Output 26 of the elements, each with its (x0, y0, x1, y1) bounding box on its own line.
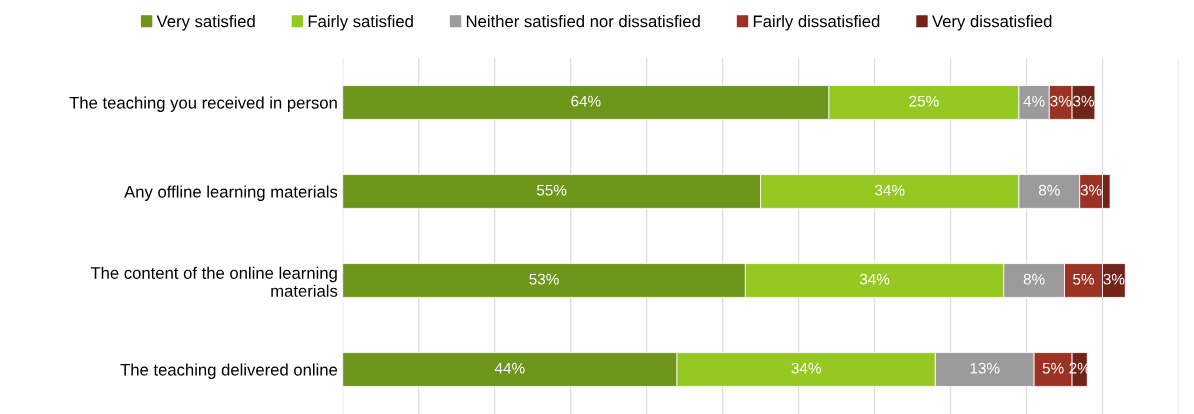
y-tick-label: The teaching delivered online (120, 363, 338, 379)
data-label: 64% (571, 95, 601, 107)
data-label: 44% (494, 362, 525, 374)
legend-label: Fairly dissatisfied (753, 15, 880, 31)
y-tick-label: The content of the online learning materials (90, 266, 338, 297)
data-label: 4% (1023, 95, 1045, 107)
data-label: 25% (909, 95, 939, 107)
data-label: 5% (1042, 362, 1064, 374)
data-label: 13% (970, 362, 1000, 374)
data-label: 34% (859, 273, 890, 285)
legend-label: Fairly satisfied (308, 15, 413, 31)
data-label: 8% (1023, 273, 1045, 285)
data-label: 3% (1080, 184, 1102, 196)
data-label: 53% (529, 273, 559, 285)
data-label: 5% (1073, 273, 1094, 285)
data-label: 3% (1103, 273, 1125, 285)
data-label: 34% (791, 362, 821, 374)
y-tick-label: Any offline learning materials (124, 185, 338, 201)
data-label: 8% (1038, 184, 1060, 196)
legend-label: Very satisfied (156, 15, 255, 31)
data-label: 3% (1073, 95, 1094, 107)
y-tick-label: The teaching you received in person (69, 96, 337, 112)
data-label: 55% (536, 184, 567, 196)
data-label: 34% (875, 184, 905, 196)
legend-label: Neither satisfied nor dissatisfied (466, 15, 700, 28)
legend-label: Very dissatisfied (932, 15, 1052, 31)
